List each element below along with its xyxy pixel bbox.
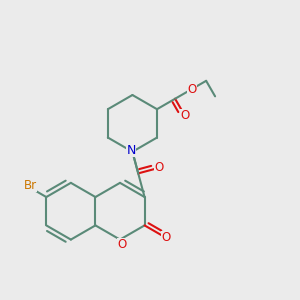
Text: O: O [117, 238, 126, 251]
Text: Br: Br [24, 179, 37, 192]
Text: N: N [126, 144, 136, 158]
Text: O: O [161, 231, 171, 244]
Text: O: O [154, 161, 164, 174]
Text: O: O [180, 109, 190, 122]
Text: O: O [187, 82, 196, 95]
